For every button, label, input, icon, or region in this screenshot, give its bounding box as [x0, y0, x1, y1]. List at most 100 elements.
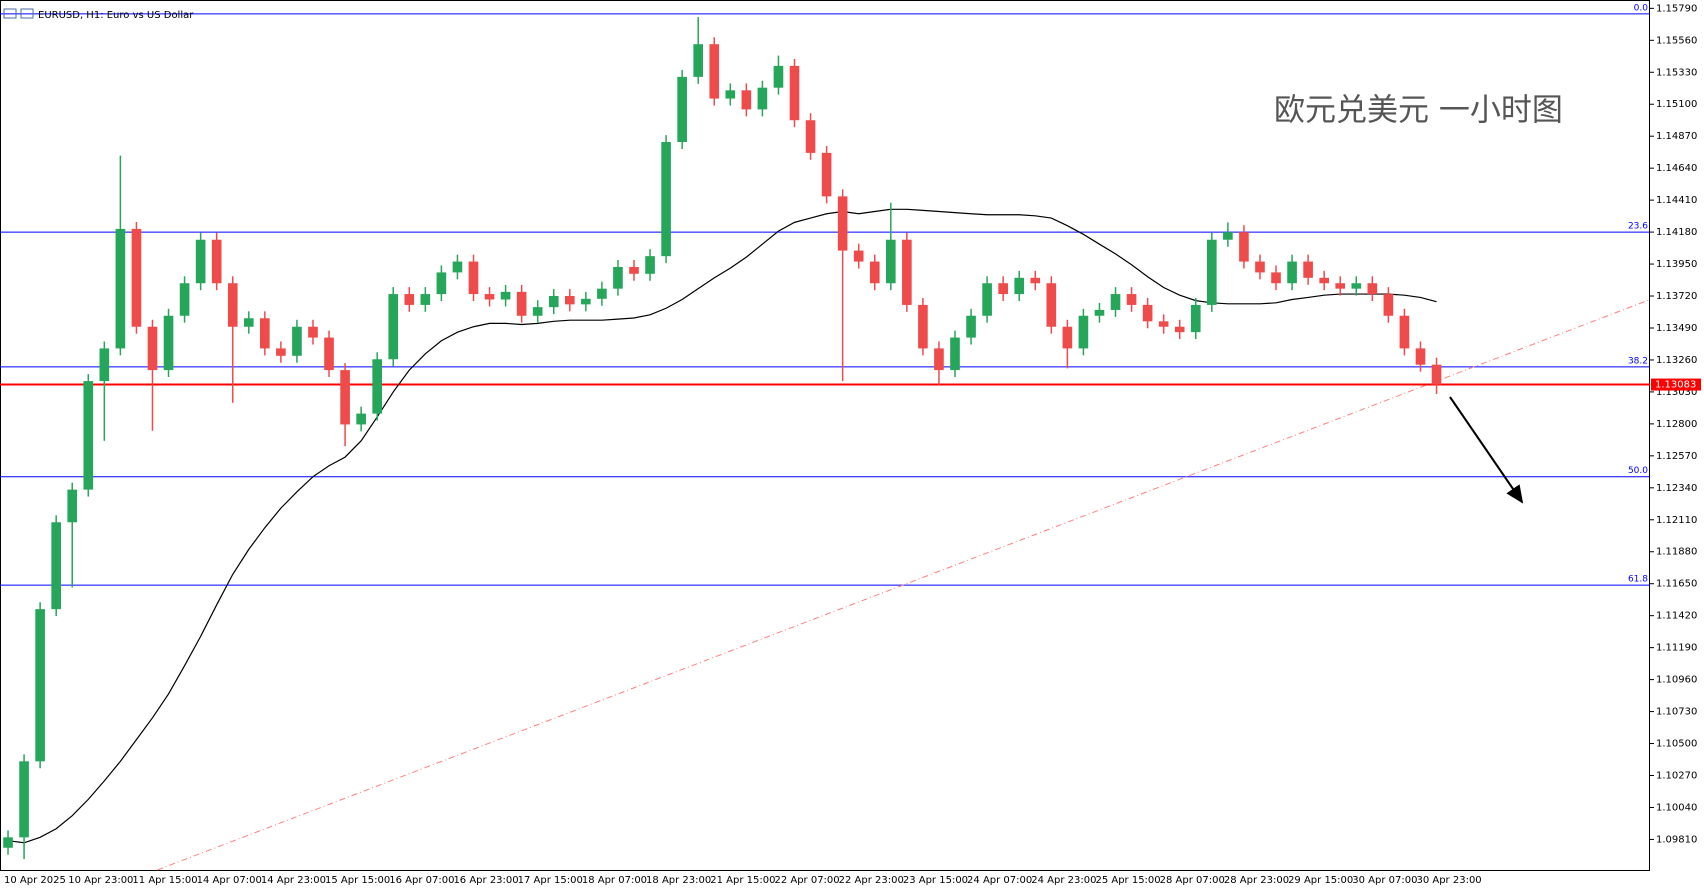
x-tick-label: 11 Apr 15:00 [132, 875, 197, 886]
y-tick-label: 1.12570 [1656, 451, 1697, 462]
bid-label: 1.13083 [1655, 380, 1696, 391]
candle-body [1319, 277, 1329, 284]
candle-body [548, 296, 559, 308]
candle-body [99, 348, 110, 382]
candle-body [869, 261, 880, 284]
candle-body [131, 228, 142, 327]
candle-body [741, 90, 752, 110]
x-tick-label: 24 Apr 23:00 [1031, 875, 1096, 886]
candle-body [789, 65, 800, 121]
candle-body [757, 87, 768, 110]
x-tick-label: 16 Apr 23:00 [453, 875, 518, 886]
chart-icon [20, 8, 34, 19]
candle-body [950, 337, 960, 371]
y-tick-label: 1.13260 [1656, 355, 1697, 366]
candle-body [35, 609, 45, 762]
candle-body [645, 256, 655, 274]
candle-body [260, 318, 270, 349]
annotation: 欧元兑美元 一小时图 [1274, 93, 1563, 129]
y-tick-label: 1.13950 [1656, 259, 1697, 270]
y-tick-label: 1.12340 [1656, 483, 1697, 494]
candle-body [420, 294, 431, 305]
candle-body [1415, 348, 1426, 365]
candle-body [308, 326, 318, 338]
x-tick-label: 30 Apr 23:00 [1416, 875, 1481, 886]
y-tick-label: 1.14640 [1656, 163, 1697, 174]
candle-body [982, 283, 992, 316]
candle-body [581, 298, 591, 305]
x-tick-label: 22 Apr 07:00 [774, 875, 839, 886]
y-tick-label: 1.11880 [1656, 547, 1697, 558]
fib-label: 38.2 [1628, 356, 1648, 366]
candle-body [1383, 294, 1394, 316]
x-tick-label: 30 Apr 07:00 [1352, 875, 1417, 886]
candle-body [227, 283, 238, 327]
x-tick-label: 22 Apr 23:00 [839, 875, 904, 886]
candle-body [340, 370, 350, 425]
candle-body [677, 76, 687, 143]
x-tick-label: 24 Apr 07:00 [967, 875, 1032, 886]
arrow [1449, 396, 1524, 504]
candle-body [902, 239, 912, 305]
candle-body [1126, 294, 1137, 305]
y-tick-label: 1.13030 [1656, 387, 1697, 398]
candle-body [1174, 326, 1185, 333]
candle-body [966, 315, 976, 338]
candle-body [51, 522, 61, 610]
candle-body [195, 239, 206, 284]
candle-body [597, 288, 607, 299]
candle-body [83, 381, 94, 490]
candle-body [821, 152, 832, 197]
candle-body [147, 326, 158, 371]
candle-body [629, 266, 639, 274]
candle-body [1014, 277, 1025, 295]
y-tick-label: 1.10500 [1656, 739, 1697, 750]
candle-body [211, 239, 222, 284]
candle-body [1190, 304, 1201, 333]
x-tick-label: 18 Apr 23:00 [646, 875, 711, 886]
fib-label: 50.0 [1628, 466, 1648, 476]
candle-body [998, 283, 1008, 295]
candle-body [805, 120, 816, 153]
candle-body [1239, 232, 1249, 262]
candle-body [661, 142, 671, 257]
candle-body [1335, 283, 1346, 289]
candle-body [1046, 283, 1057, 327]
candle-body [1223, 232, 1233, 240]
candle-body [934, 348, 944, 371]
bid-label-box [1651, 378, 1701, 391]
candle-body [404, 294, 415, 305]
y-tick-label: 1.11650 [1656, 579, 1697, 590]
candle-body [885, 239, 896, 284]
y-tick-label: 1.14870 [1656, 131, 1697, 142]
y-tick-label: 1.11190 [1656, 643, 1697, 654]
x-tick-label: 18 Apr 07:00 [582, 875, 647, 886]
y-tick-label: 1.10270 [1656, 770, 1697, 781]
candle-body [243, 318, 254, 327]
candle-body [500, 291, 511, 300]
y-tick-label: 1.15560 [1656, 35, 1697, 46]
candle-body [67, 489, 78, 523]
y-tick-label: 1.10960 [1656, 675, 1697, 686]
x-tick-label: 21 Apr 15:00 [710, 875, 775, 886]
x-tick-label: 16 Apr 07:00 [389, 875, 454, 886]
candle-body [564, 296, 575, 305]
x-tick-label: 10 Apr 2025 [4, 875, 66, 886]
x-tick-label: 28 Apr 23:00 [1224, 875, 1289, 886]
candle-body [163, 315, 174, 371]
candle-body [356, 413, 366, 425]
y-tick-label: 1.14410 [1656, 195, 1697, 206]
candle-body [1030, 277, 1041, 284]
candle-body [1303, 261, 1313, 278]
candle-body [324, 337, 334, 371]
candle-body [725, 90, 736, 99]
candle-body [292, 326, 302, 356]
y-tick-label: 1.09810 [1656, 834, 1697, 845]
candle-body [1062, 326, 1073, 349]
candle-body [918, 304, 928, 349]
x-tick-label: 25 Apr 15:00 [1095, 875, 1160, 886]
candle-body [1271, 272, 1281, 284]
x-tick-label: 15 Apr 15:00 [325, 875, 390, 886]
candle-body [613, 266, 623, 289]
